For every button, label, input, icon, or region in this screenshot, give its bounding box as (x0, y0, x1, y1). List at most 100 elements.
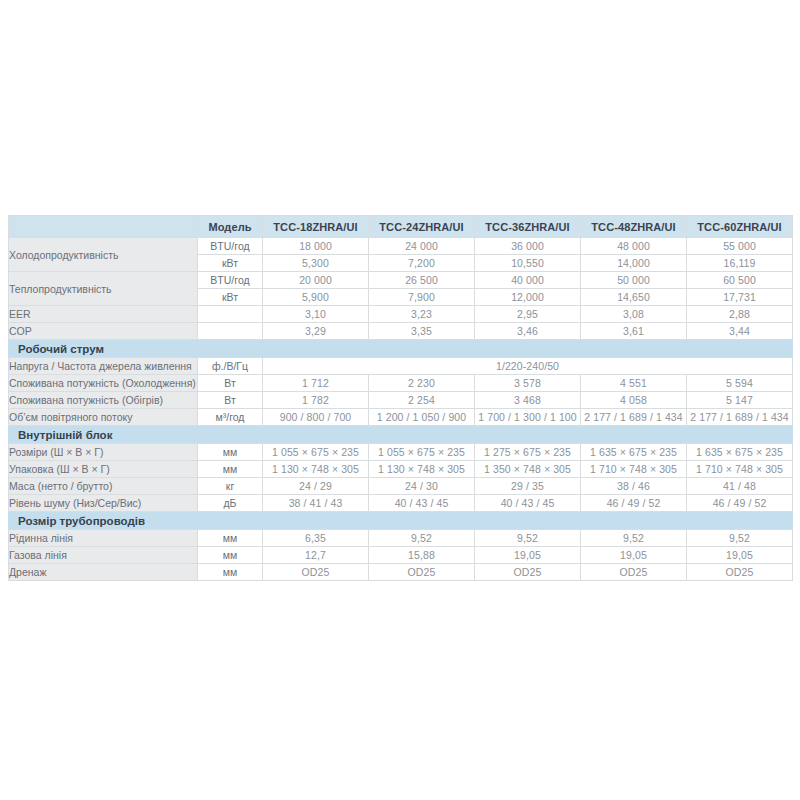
value-cell: OD25 (369, 564, 475, 581)
value-cell: 6,35 (263, 530, 369, 547)
value-cell: 50 000 (581, 272, 687, 289)
value-cell: 3,10 (263, 306, 369, 323)
row-label: Рідинна лінія (9, 530, 198, 547)
header-model-column: TCC-18ZHRA/UI (263, 216, 369, 238)
row-label: Упаковка (Ш × В × Г) (9, 461, 198, 478)
section-header-row: Розмір трубопроводів (9, 512, 793, 530)
value-cell: 17,731 (687, 289, 793, 306)
value-cell: 1 350 × 748 × 305 (475, 461, 581, 478)
row-unit: м³/год (198, 409, 263, 426)
value-cell: 2 177 / 1 689 / 1 434 (687, 409, 793, 426)
row-label: COP (9, 323, 198, 340)
value-cell: 60 500 (687, 272, 793, 289)
value-cell: 1 635 × 675 × 235 (581, 444, 687, 461)
value-cell: 7,200 (369, 255, 475, 272)
row-label: EER (9, 306, 198, 323)
value-cell: 14,650 (581, 289, 687, 306)
row-unit: мм (198, 461, 263, 478)
header-model-label: Модель (198, 216, 263, 238)
table-row: Упаковка (Ш × В × Г)мм1 130 × 748 × 3051… (9, 461, 793, 478)
value-cell: 2,88 (687, 306, 793, 323)
value-cell: 19,05 (475, 547, 581, 564)
header-model-column: TCC-36ZHRA/UI (475, 216, 581, 238)
value-cell: 24 / 30 (369, 478, 475, 495)
value-cell: 5 594 (687, 375, 793, 392)
value-cell: 24 000 (369, 238, 475, 255)
row-label: Об’єм повітряного потоку (9, 409, 198, 426)
value-cell: 29 / 35 (475, 478, 581, 495)
value-cell: 3,35 (369, 323, 475, 340)
value-cell: 3,29 (263, 323, 369, 340)
value-cell: 9,52 (369, 530, 475, 547)
value-cell: 9,52 (687, 530, 793, 547)
value-cell: OD25 (263, 564, 369, 581)
value-cell: 1 712 (263, 375, 369, 392)
value-cell: 12,000 (475, 289, 581, 306)
header-model-column: TCC-24ZHRA/UI (369, 216, 475, 238)
value-cell: 3 468 (475, 392, 581, 409)
row-label: Теплопродуктивність (9, 272, 198, 306)
value-cell: 19,05 (687, 547, 793, 564)
spec-table: Модель TCC-18ZHRA/UI TCC-24ZHRA/UI TCC-3… (8, 215, 793, 581)
value-cell: 1 130 × 748 × 305 (263, 461, 369, 478)
row-unit: Вт (198, 375, 263, 392)
value-cell: 9,52 (581, 530, 687, 547)
header-empty-cell (9, 216, 198, 238)
table-row: Споживана потужність (Охолодження)Вт1 71… (9, 375, 793, 392)
row-unit: дБ (198, 495, 263, 512)
row-unit: мм (198, 444, 263, 461)
value-cell: 1 200 / 1 050 / 900 (369, 409, 475, 426)
row-unit: кВт (198, 289, 263, 306)
value-cell: 3,61 (581, 323, 687, 340)
value-cell: 10,550 (475, 255, 581, 272)
value-cell: 40 / 43 / 45 (475, 495, 581, 512)
value-cell: 48 000 (581, 238, 687, 255)
value-cell: 40 / 43 / 45 (369, 495, 475, 512)
table-row: ДренажммOD25OD25OD25OD25OD25 (9, 564, 793, 581)
value-cell: 19,05 (581, 547, 687, 564)
value-cell: 38 / 41 / 43 (263, 495, 369, 512)
table-row: Розміри (Ш × В × Г)мм1 055 × 675 × 2351 … (9, 444, 793, 461)
table-row: Напруга / Частота джерела живленняф./В/Г… (9, 358, 793, 375)
value-cell: 41 / 48 (687, 478, 793, 495)
table-row: EER3,103,232,953,082,88 (9, 306, 793, 323)
section-header-row: Внутрішній блок (9, 426, 793, 444)
value-cell: 1 635 × 675 × 235 (687, 444, 793, 461)
row-unit (198, 323, 263, 340)
value-cell: 3 578 (475, 375, 581, 392)
row-label: Напруга / Частота джерела живлення (9, 358, 198, 375)
table-row: Об’єм повітряного потокум³/год900 / 800 … (9, 409, 793, 426)
row-unit: BTU/год (198, 272, 263, 289)
value-cell: 15,88 (369, 547, 475, 564)
value-cell: 5 147 (687, 392, 793, 409)
value-cell: 5,300 (263, 255, 369, 272)
table-row: Споживана потужність (Обігрів)Вт1 7822 2… (9, 392, 793, 409)
value-cell: 7,900 (369, 289, 475, 306)
row-unit: BTU/год (198, 238, 263, 255)
value-cell: 38 / 46 (581, 478, 687, 495)
value-cell: 9,52 (475, 530, 581, 547)
row-label: Газова лінія (9, 547, 198, 564)
table-header-row: Модель TCC-18ZHRA/UI TCC-24ZHRA/UI TCC-3… (9, 216, 793, 238)
value-cell: 40 000 (475, 272, 581, 289)
table-row: Рівень шуму (Низ/Сер/Вис)дБ38 / 41 / 434… (9, 495, 793, 512)
header-model-column: TCC-60ZHRA/UI (687, 216, 793, 238)
value-cell: 900 / 800 / 700 (263, 409, 369, 426)
value-cell: 1 055 × 675 × 235 (369, 444, 475, 461)
row-label: Рівень шуму (Низ/Сер/Вис) (9, 495, 198, 512)
value-cell: 36 000 (475, 238, 581, 255)
value-cell: 46 / 49 / 52 (687, 495, 793, 512)
value-cell: 4 551 (581, 375, 687, 392)
row-unit: мм (198, 564, 263, 581)
value-cell: 24 / 29 (263, 478, 369, 495)
value-cell: 3,08 (581, 306, 687, 323)
row-label: Споживана потужність (Обігрів) (9, 392, 198, 409)
table-row: Газова лініямм12,715,8819,0519,0519,05 (9, 547, 793, 564)
value-cell: 2 230 (369, 375, 475, 392)
value-cell: 18 000 (263, 238, 369, 255)
value-cell: 12,7 (263, 547, 369, 564)
spec-table-container: Модель TCC-18ZHRA/UI TCC-24ZHRA/UI TCC-3… (8, 215, 792, 581)
value-cell: 1 275 × 675 × 235 (475, 444, 581, 461)
value-cell: 1 130 × 748 × 305 (369, 461, 475, 478)
value-cell: 2,95 (475, 306, 581, 323)
